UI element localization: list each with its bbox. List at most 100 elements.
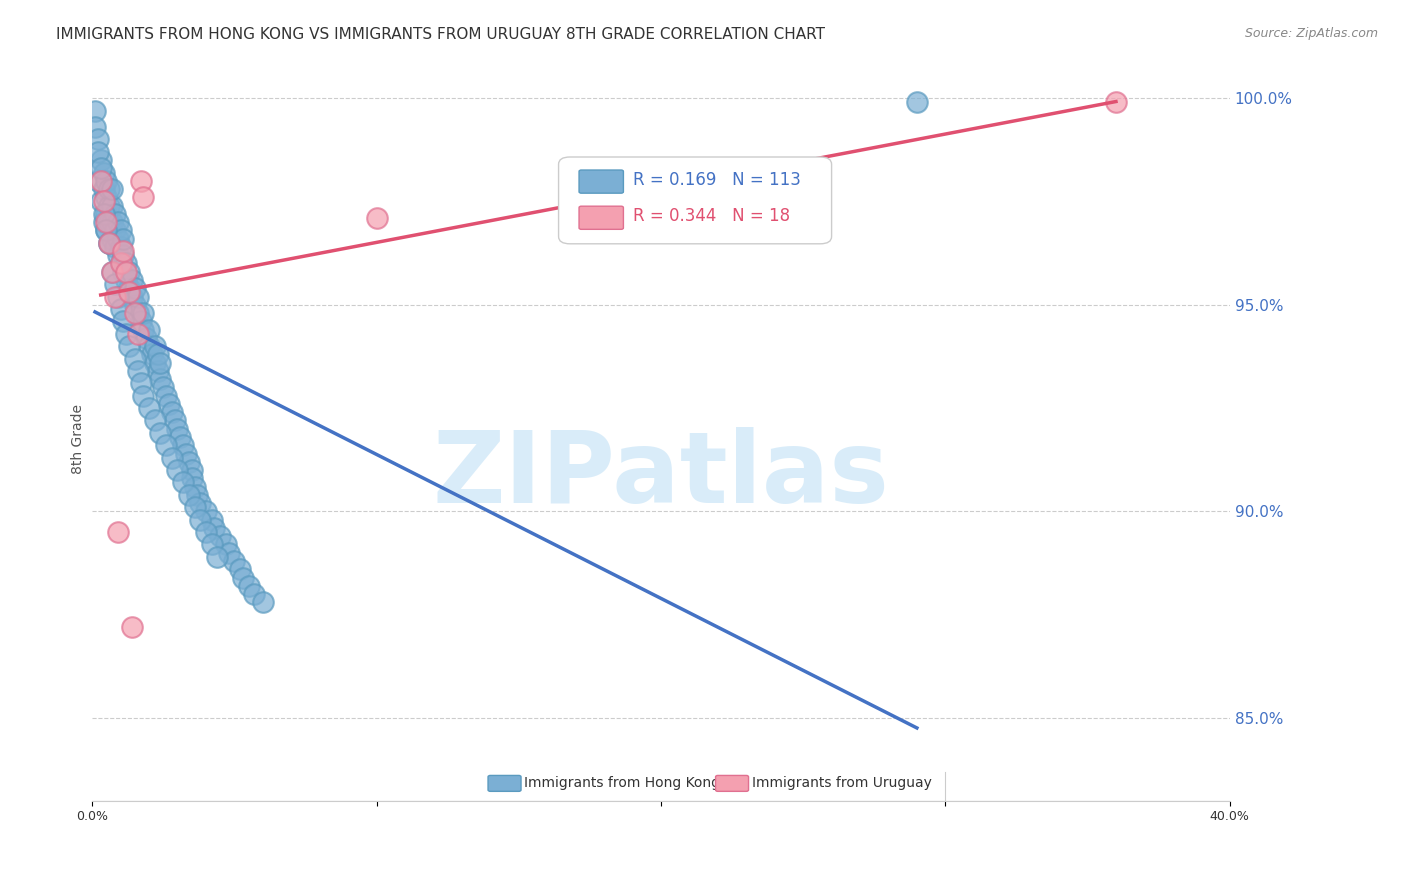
Point [112, 248, 135, 262]
Point [132, 322, 155, 336]
Point [96, 223, 118, 237]
Point [252, 595, 274, 609]
Point [132, 306, 155, 320]
Point [160, 405, 183, 419]
Point [157, 397, 180, 411]
Point [90, 153, 112, 167]
Point [98, 235, 121, 250]
Point [110, 301, 132, 316]
Text: R = 0.344   N = 18: R = 0.344 N = 18 [633, 207, 790, 226]
Point [104, 240, 127, 254]
Point [177, 455, 200, 469]
Point [183, 480, 205, 494]
Point [218, 546, 240, 560]
Point [138, 322, 160, 336]
Point [121, 620, 143, 634]
FancyBboxPatch shape [558, 157, 831, 244]
Point [132, 190, 155, 204]
Point [177, 488, 200, 502]
Point [84, 120, 107, 134]
Point [129, 376, 152, 391]
Point [141, 347, 163, 361]
Text: ZIPatlas: ZIPatlas [433, 426, 890, 524]
Point [143, 356, 166, 370]
Point [366, 211, 388, 225]
Point [90, 161, 112, 176]
Point [188, 496, 211, 510]
Point [87, 145, 110, 159]
Point [96, 174, 118, 188]
Text: Immigrants from Uruguay: Immigrants from Uruguay [752, 776, 932, 790]
Point [1105, 95, 1128, 110]
Point [90, 194, 112, 209]
Point [229, 562, 252, 576]
Point [101, 265, 124, 279]
Point [163, 413, 186, 427]
Point [87, 132, 110, 146]
Point [152, 380, 174, 394]
Text: Immigrants from Hong Kong: Immigrants from Hong Kong [524, 776, 720, 790]
Point [180, 463, 202, 477]
Point [172, 475, 194, 490]
Point [101, 232, 124, 246]
Point [110, 240, 132, 254]
Point [98, 198, 121, 212]
Point [127, 326, 149, 341]
Point [194, 525, 217, 540]
Point [180, 471, 202, 485]
Point [201, 513, 224, 527]
Point [98, 235, 121, 250]
Point [121, 273, 143, 287]
Point [110, 223, 132, 237]
Point [243, 587, 266, 601]
Point [115, 326, 138, 341]
Point [87, 174, 110, 188]
Point [121, 289, 143, 303]
Point [96, 190, 118, 204]
Point [124, 351, 146, 366]
FancyBboxPatch shape [488, 775, 522, 791]
Point [172, 438, 194, 452]
Point [110, 256, 132, 270]
Text: R = 0.169   N = 113: R = 0.169 N = 113 [633, 171, 800, 189]
Point [101, 198, 124, 212]
Point [127, 306, 149, 320]
Point [93, 194, 115, 209]
Point [138, 339, 160, 353]
Point [107, 525, 129, 540]
Point [149, 372, 172, 386]
Point [215, 537, 238, 551]
Point [194, 504, 217, 518]
Point [124, 281, 146, 295]
Point [143, 339, 166, 353]
Point [93, 182, 115, 196]
Point [146, 347, 169, 361]
Point [118, 265, 141, 279]
Point [93, 207, 115, 221]
Point [224, 554, 246, 568]
Point [104, 207, 127, 221]
Point [166, 463, 188, 477]
Point [112, 232, 135, 246]
Point [90, 174, 112, 188]
Point [112, 314, 135, 328]
Point [188, 513, 211, 527]
Point [104, 289, 127, 303]
Point [118, 281, 141, 295]
Point [905, 95, 928, 110]
Point [183, 500, 205, 515]
Point [207, 549, 229, 564]
Text: Source: ZipAtlas.com: Source: ZipAtlas.com [1244, 27, 1378, 40]
Point [101, 265, 124, 279]
Point [107, 215, 129, 229]
Point [107, 232, 129, 246]
Point [107, 289, 129, 303]
Point [155, 389, 177, 403]
Point [149, 356, 172, 370]
Point [118, 339, 141, 353]
Point [112, 265, 135, 279]
Point [186, 488, 208, 502]
Point [96, 207, 118, 221]
Point [98, 215, 121, 229]
Point [107, 248, 129, 262]
